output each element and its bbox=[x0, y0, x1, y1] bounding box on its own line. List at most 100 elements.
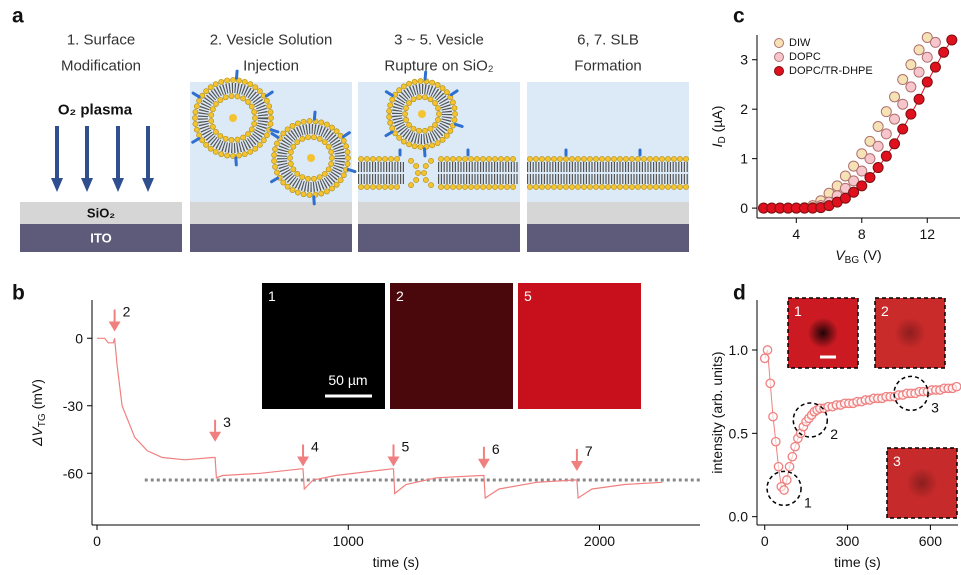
step-title: 6, 7. SLB bbox=[577, 32, 639, 49]
lipid-head bbox=[635, 184, 640, 189]
lipid-head bbox=[194, 104, 199, 109]
figure: a1. SurfaceModification2. Vesicle Soluti… bbox=[0, 0, 961, 575]
lipid-head bbox=[605, 184, 610, 189]
lipid-head bbox=[301, 119, 306, 124]
lipid-head bbox=[274, 141, 279, 146]
lipid-head bbox=[324, 122, 329, 127]
data-point bbox=[857, 181, 867, 191]
event-arrow-head bbox=[571, 461, 583, 471]
lipid-head bbox=[370, 156, 375, 161]
inset-label: 2 bbox=[881, 303, 889, 319]
y-tick-label: 3 bbox=[740, 52, 748, 68]
lipid-head bbox=[200, 93, 205, 98]
step-title: Injection bbox=[243, 58, 299, 75]
x-tick-label: 1000 bbox=[333, 533, 364, 549]
lipid-head bbox=[300, 136, 305, 141]
lipid-head bbox=[653, 184, 658, 189]
lipid-head bbox=[272, 152, 277, 157]
axis-title-part: D bbox=[717, 136, 728, 143]
event-arrow-head bbox=[297, 457, 309, 467]
y-tick-label: 0.0 bbox=[729, 509, 749, 525]
lipid-head bbox=[411, 126, 416, 131]
legend-marker bbox=[775, 39, 784, 48]
lipid-head bbox=[329, 155, 334, 160]
lipid-head bbox=[200, 138, 205, 143]
lipid-head bbox=[474, 156, 479, 161]
lipid-head bbox=[358, 184, 363, 189]
lipid-head bbox=[462, 156, 467, 161]
scale-bar-label: 50 µm bbox=[328, 372, 367, 388]
lipid-head bbox=[245, 99, 250, 104]
lipid-head bbox=[324, 189, 329, 194]
x-tick-label: 0 bbox=[93, 533, 101, 549]
lipid-head bbox=[665, 156, 670, 161]
lipid-head bbox=[288, 161, 293, 166]
lipid-head bbox=[435, 82, 440, 87]
lipid-head bbox=[435, 117, 440, 122]
lipid-head bbox=[388, 103, 393, 108]
lipid-head bbox=[253, 85, 258, 90]
lipid-head bbox=[194, 127, 199, 132]
lipid-head bbox=[345, 149, 350, 154]
lipid-head bbox=[414, 163, 419, 168]
y-tick-label: -60 bbox=[63, 465, 83, 481]
lipid-head bbox=[208, 146, 213, 151]
lipid-head bbox=[376, 184, 381, 189]
lipid-head bbox=[474, 184, 479, 189]
lipid-head bbox=[388, 184, 393, 189]
lipid-head bbox=[611, 156, 616, 161]
data-point bbox=[914, 45, 924, 55]
lipid-head bbox=[683, 184, 688, 189]
lipid-head bbox=[334, 182, 339, 187]
legend-marker bbox=[775, 67, 784, 76]
lipid-head bbox=[218, 133, 223, 138]
inset-label: 1 bbox=[794, 303, 802, 319]
lipid-head bbox=[242, 152, 247, 157]
step-title: 1. Surface bbox=[67, 32, 135, 49]
tag bbox=[271, 130, 278, 132]
lipid-head bbox=[300, 175, 305, 180]
lipid-head bbox=[307, 192, 312, 197]
lipid-head bbox=[285, 127, 290, 132]
lipid-head bbox=[492, 184, 497, 189]
inset-spot bbox=[907, 468, 938, 499]
inset-image bbox=[518, 283, 641, 409]
legend-marker bbox=[775, 53, 784, 62]
y-tick-label: 1.0 bbox=[729, 342, 749, 358]
panel-label: c bbox=[733, 5, 745, 28]
lipid-head bbox=[345, 161, 350, 166]
sio2-layer bbox=[527, 202, 689, 224]
lipid-head bbox=[641, 156, 646, 161]
data-point bbox=[898, 75, 908, 85]
lipid-head bbox=[290, 123, 295, 128]
lipid-head bbox=[390, 97, 395, 102]
data-point bbox=[783, 476, 791, 484]
inset-label: 1 bbox=[268, 288, 276, 304]
step-title: Modification bbox=[61, 58, 141, 75]
lipid-head bbox=[438, 156, 443, 161]
lipid-head bbox=[563, 184, 568, 189]
lipid-head bbox=[492, 156, 497, 161]
data-point bbox=[898, 124, 908, 134]
lipid-head bbox=[428, 158, 433, 163]
x-tick-label: 0 bbox=[761, 533, 769, 549]
lipid-head bbox=[245, 131, 250, 136]
lipid-head bbox=[235, 94, 240, 99]
lipid-head bbox=[307, 118, 312, 123]
lipid-head bbox=[444, 90, 449, 95]
axis-title: ΔVTG (mV) bbox=[29, 379, 48, 447]
data-point bbox=[881, 151, 891, 161]
lipid-head bbox=[257, 89, 262, 94]
lipid-head bbox=[587, 156, 592, 161]
lipid-head bbox=[213, 102, 218, 107]
lipid-head bbox=[261, 138, 266, 143]
lipid-head bbox=[319, 191, 324, 196]
data-point bbox=[766, 379, 774, 387]
inset-spot bbox=[895, 318, 926, 349]
lipid-head bbox=[647, 156, 652, 161]
lipid-head bbox=[213, 82, 218, 87]
plasma-arrow-head bbox=[81, 178, 93, 192]
lipid-head bbox=[635, 156, 640, 161]
data-point bbox=[906, 82, 916, 92]
inset-image bbox=[390, 283, 513, 409]
